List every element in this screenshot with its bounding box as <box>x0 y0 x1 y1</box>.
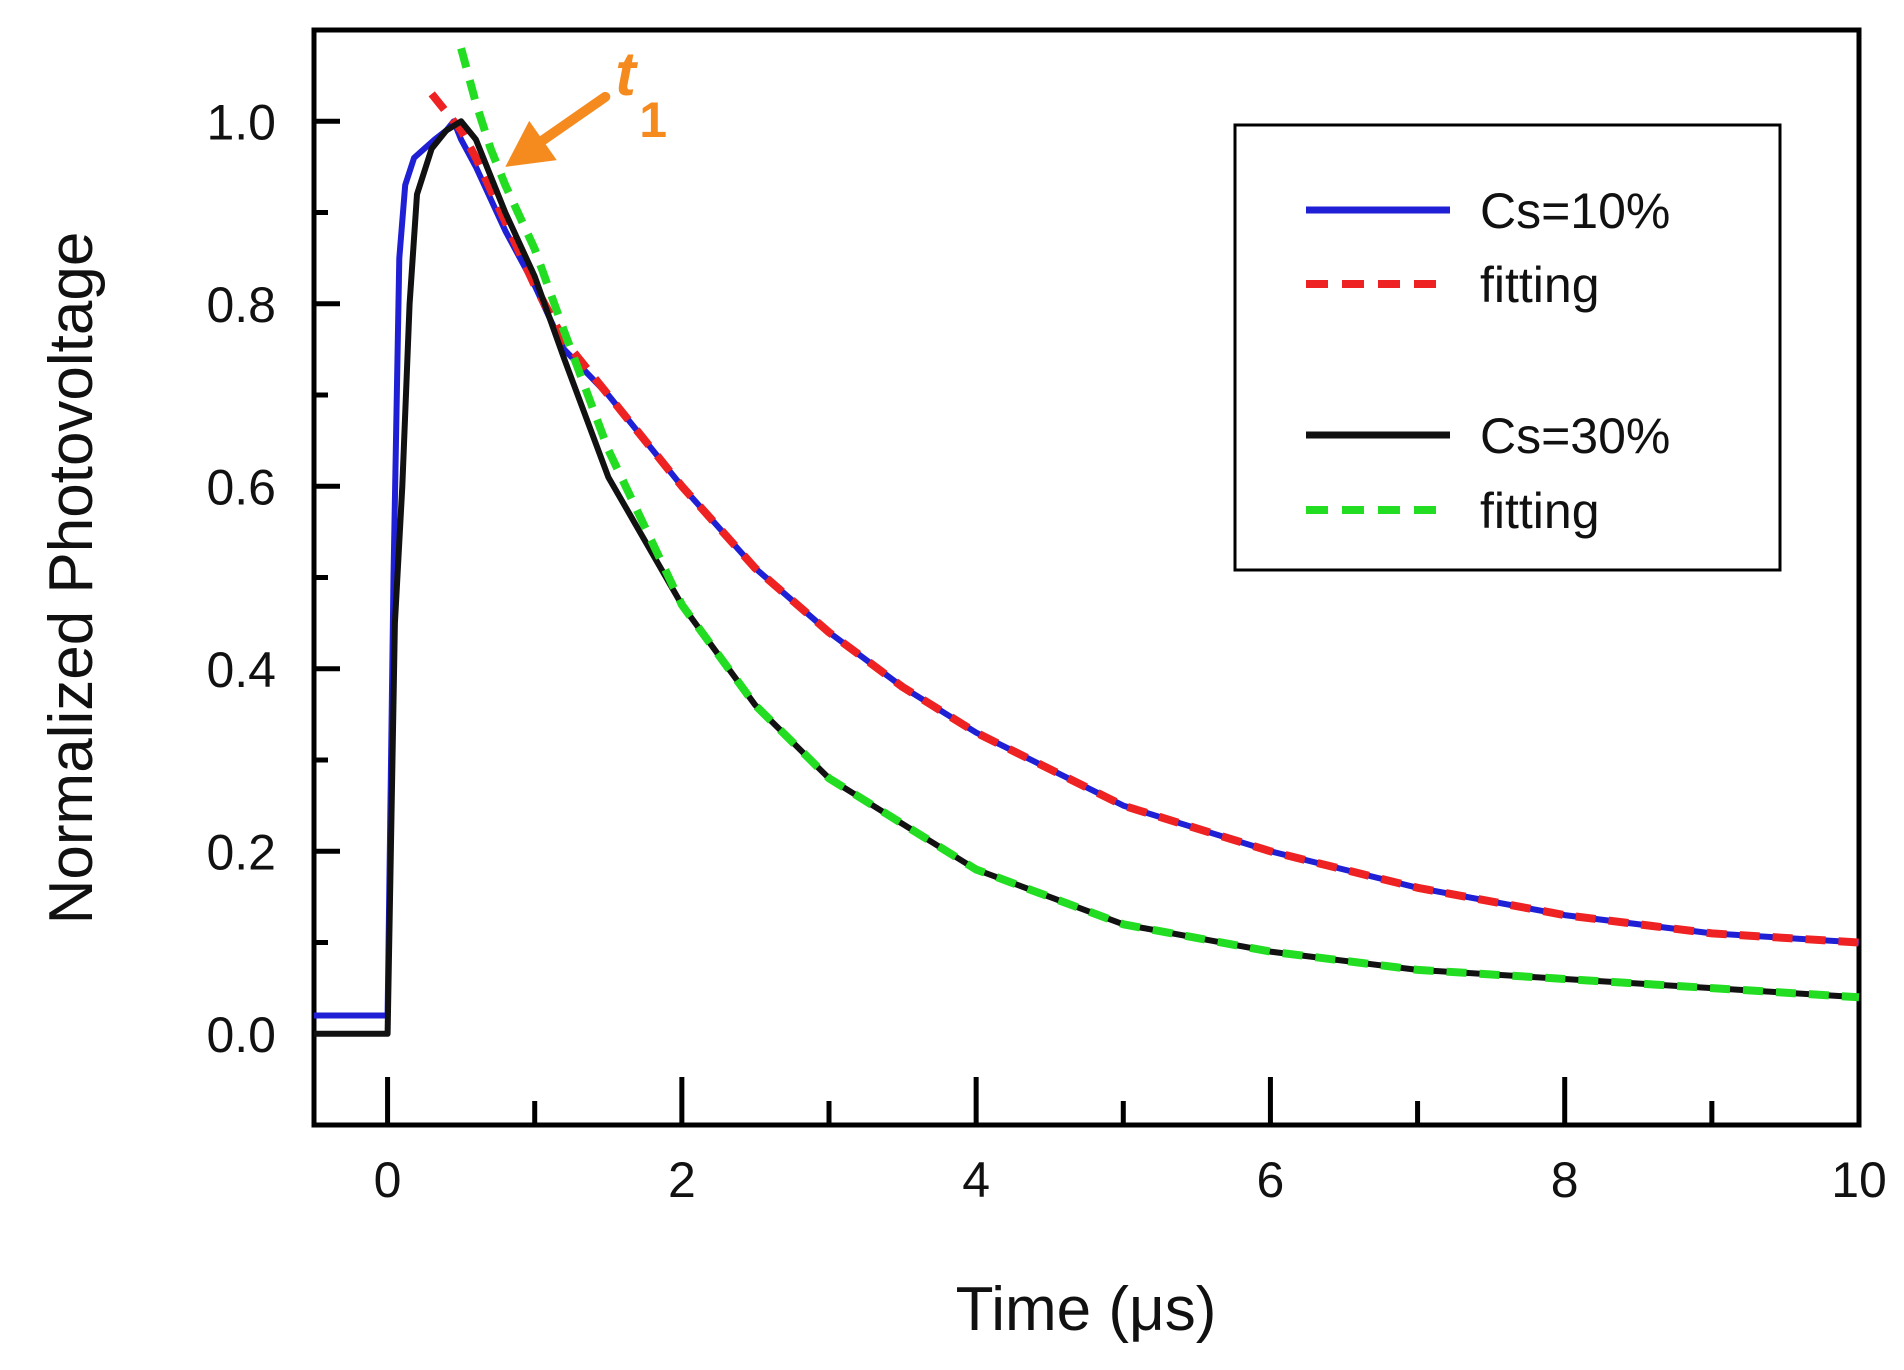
axis-ticks: 0 2 4 6 8 10 0.0 0.2 0.4 0.6 0.8 1.0 <box>206 94 1886 1208</box>
x-tick-label: 2 <box>668 1152 696 1208</box>
annotation-subscript: 1 <box>639 92 667 148</box>
legend-label-fit-red: fitting <box>1480 257 1600 313</box>
y-tick-label: 0.8 <box>206 277 276 333</box>
annotation-arrow-shaft <box>528 91 611 152</box>
y-tick-label: 0.6 <box>206 459 276 515</box>
series-line-fit-green <box>457 47 1860 1002</box>
series-line-fit-red <box>428 91 1860 947</box>
y-tick-label: 1.0 <box>206 94 276 150</box>
y-tick-label: 0.2 <box>206 824 276 880</box>
legend-label-fit-green: fitting <box>1480 483 1600 539</box>
x-tick-label: 0 <box>374 1152 402 1208</box>
legend: Cs=10% fitting Cs=30% fitting <box>1233 123 1782 572</box>
y-axis-title: Normalized Photovoltage <box>37 232 106 925</box>
x-tick-label: 10 <box>1831 1152 1887 1208</box>
legend-label-cs30: Cs=30% <box>1480 408 1670 464</box>
x-tick-label: 8 <box>1551 1152 1579 1208</box>
x-tick-label: 4 <box>962 1152 990 1208</box>
series-layer <box>314 47 1860 1037</box>
legend-box <box>1233 123 1782 572</box>
x-axis-title: Time (μs) <box>956 1275 1217 1344</box>
legend-label-cs10: Cs=10% <box>1480 183 1670 239</box>
annotation-label: t <box>615 40 638 109</box>
x-tick-label: 6 <box>1257 1152 1285 1208</box>
y-tick-label: 0.0 <box>206 1007 276 1063</box>
annotation-arrow-head <box>505 120 557 167</box>
y-tick-label: 0.4 <box>206 642 276 698</box>
annotation-layer: t1 <box>505 40 667 167</box>
